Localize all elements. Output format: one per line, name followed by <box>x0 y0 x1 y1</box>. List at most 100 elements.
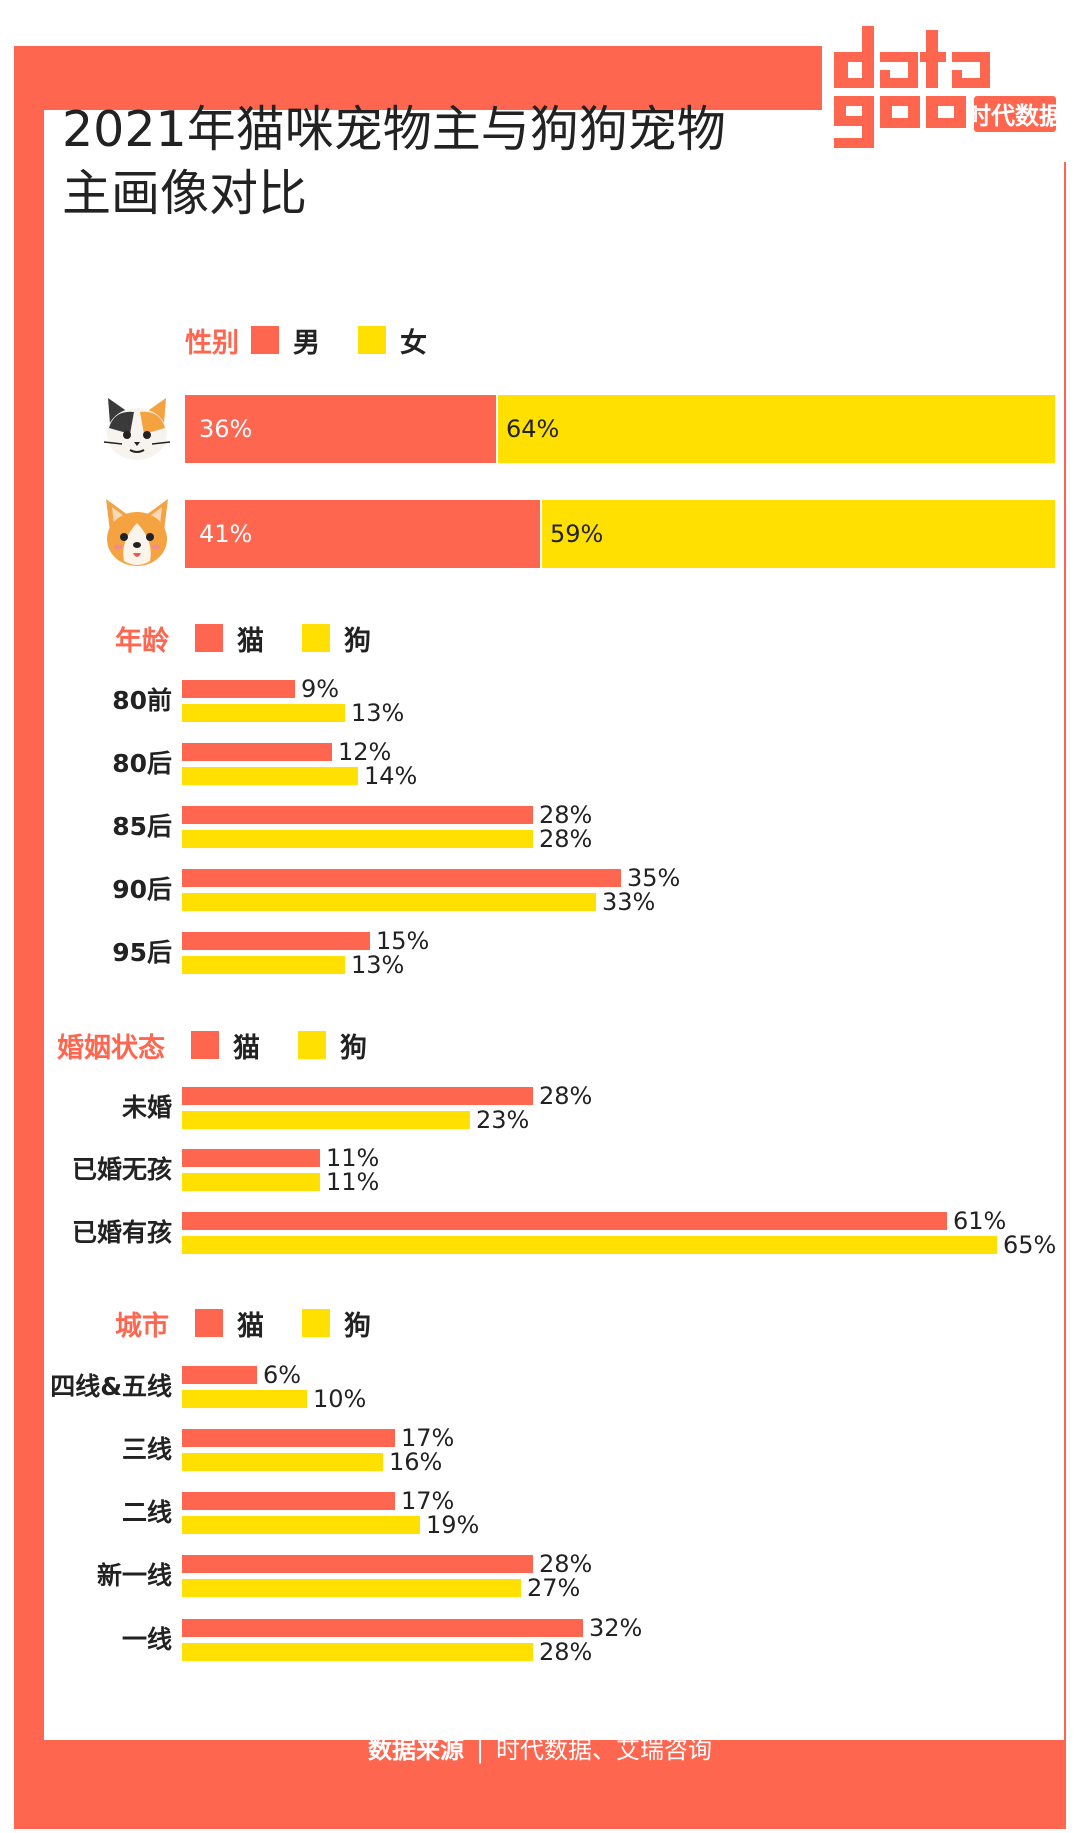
age-dog-bar <box>182 893 596 911</box>
age-dog-value: 33% <box>602 888 656 916</box>
marital-cat-bar <box>182 1212 947 1230</box>
marital-cat-bar <box>182 1149 320 1167</box>
dog-face-icon <box>106 499 168 566</box>
age-dog-bar <box>182 956 345 974</box>
dog-male-bar: 41% <box>185 500 540 568</box>
logo-mark: 时代数据 <box>834 26 1063 148</box>
city-row-label: 四线&五线 <box>50 1372 172 1401</box>
female-legend-label: 女 <box>400 327 427 359</box>
cat-male-label: 36% <box>199 415 253 443</box>
marital-cat-bar <box>182 1087 533 1105</box>
city-cat-bar <box>182 1492 395 1510</box>
cat-legend-label: 猫 <box>237 1310 264 1342</box>
age-cat-value: 15% <box>376 927 430 955</box>
age-cat-value: 12% <box>338 738 392 766</box>
city-dog-value: 27% <box>527 1574 581 1602</box>
age-cat-bar <box>182 932 370 950</box>
age-cat-value: 9% <box>301 675 340 703</box>
city-cat-bar <box>182 1429 395 1447</box>
source-text: 时代数据、艾瑞咨询 <box>496 1736 713 1764</box>
cat-swatch <box>195 1309 223 1337</box>
city-cat-bar <box>182 1619 583 1637</box>
dog-legend-label: 狗 <box>344 1310 371 1342</box>
age-cat-bar <box>182 869 621 887</box>
age-dog-bar <box>182 830 533 848</box>
cat-female-bar: 64% <box>498 395 1055 463</box>
dog-swatch <box>298 1031 326 1059</box>
title-line-2: 主画像对比 <box>62 165 308 222</box>
age-dog-value: 14% <box>364 762 418 790</box>
age-cat-bar <box>182 806 533 824</box>
age-row-label: 85后 <box>112 812 172 841</box>
city-cat-value: 28% <box>539 1550 593 1578</box>
dog-swatch <box>302 624 330 652</box>
logo: 时代数据 <box>822 12 1066 162</box>
city-cat-value: 32% <box>589 1614 643 1642</box>
source-separator: | <box>475 1736 485 1764</box>
marital-dog-value: 65% <box>1003 1231 1057 1259</box>
logo-cn-text: 时代数据 <box>967 102 1063 130</box>
city-cat-value: 6% <box>263 1361 302 1389</box>
city-dog-value: 19% <box>426 1511 480 1539</box>
city-dog-bar <box>182 1643 533 1661</box>
cat-legend-label: 猫 <box>237 625 264 657</box>
cat-male-bar: 36% <box>185 395 496 463</box>
age-cat-value: 28% <box>539 801 593 829</box>
city-dog-bar <box>182 1453 383 1471</box>
marital-dog-bar <box>182 1236 997 1254</box>
female-swatch <box>358 326 386 354</box>
title-line-1: 2021年猫咪宠物主与狗狗宠物 <box>62 101 726 158</box>
age-dog-value: 13% <box>351 951 405 979</box>
city-legend-title: 城市 <box>115 1310 169 1342</box>
city-cat-value: 17% <box>401 1487 455 1515</box>
dog-female-label: 59% <box>550 520 604 548</box>
city-cat-bar <box>182 1555 533 1573</box>
marital-cat-value: 61% <box>953 1207 1007 1235</box>
age-legend-title: 年龄 <box>115 625 169 657</box>
cat-female-label: 64% <box>506 415 560 443</box>
male-swatch <box>251 326 279 354</box>
marital-dog-bar <box>182 1173 320 1191</box>
age-cat-value: 35% <box>627 864 681 892</box>
city-dog-bar <box>182 1579 521 1597</box>
city-legend: 城市 猫 狗 <box>115 1303 409 1343</box>
age-legend: 年龄 猫 狗 <box>115 618 409 658</box>
city-cat-bar <box>182 1366 257 1384</box>
city-row-label: 新一线 <box>96 1561 172 1590</box>
male-legend-label: 男 <box>293 327 320 359</box>
gender-legend-title: 性别 <box>185 327 239 359</box>
dog-male-label: 41% <box>199 520 253 548</box>
marital-legend: 婚姻状态 猫 狗 <box>57 1025 405 1065</box>
marital-legend-title: 婚姻状态 <box>57 1032 165 1064</box>
marital-cat-value: 11% <box>326 1144 380 1172</box>
dog-female-bar: 59% <box>542 500 1055 568</box>
city-dog-value: 28% <box>539 1638 593 1666</box>
city-dog-bar <box>182 1390 307 1408</box>
city-dog-bar <box>182 1516 420 1534</box>
city-row-label: 三线 <box>121 1435 172 1464</box>
age-dog-bar <box>182 704 345 722</box>
marital-row-label: 已婚有孩 <box>71 1218 172 1247</box>
age-dog-value: 13% <box>351 699 405 727</box>
cat-swatch <box>195 624 223 652</box>
cat-swatch <box>191 1031 219 1059</box>
dog-legend-label: 狗 <box>340 1032 367 1064</box>
age-cat-bar <box>182 680 295 698</box>
cat-face-icon <box>103 398 171 460</box>
marital-dog-value: 11% <box>326 1168 380 1196</box>
source-label: 数据来源 <box>367 1736 464 1764</box>
age-row-label: 80前 <box>112 686 172 715</box>
age-cat-bar <box>182 743 332 761</box>
city-row-label: 一线 <box>121 1625 172 1654</box>
city-dog-value: 16% <box>389 1448 443 1476</box>
city-cat-value: 17% <box>401 1424 455 1452</box>
age-row-label: 95后 <box>112 938 172 967</box>
age-dog-bar <box>182 767 358 785</box>
page-title: 2021年猫咪宠物主与狗狗宠物 主画像对比 <box>62 98 782 226</box>
marital-row-label: 未婚 <box>121 1093 172 1122</box>
age-row-label: 90后 <box>112 875 172 904</box>
dog-swatch <box>302 1309 330 1337</box>
cat-legend-label: 猫 <box>233 1032 260 1064</box>
age-row-label: 80后 <box>112 749 172 778</box>
dog-legend-label: 狗 <box>344 625 371 657</box>
